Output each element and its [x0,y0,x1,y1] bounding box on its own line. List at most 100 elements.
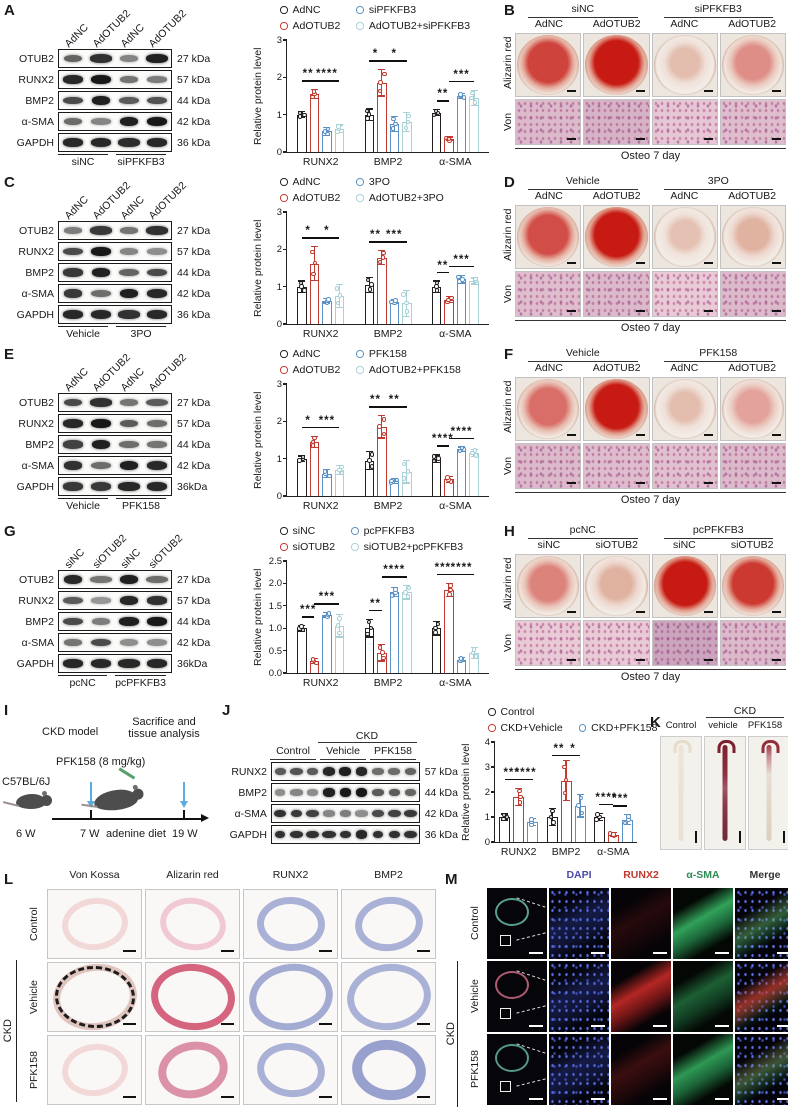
group-header: siPFKFB3 [663,3,773,18]
lane [353,784,369,801]
group-headers: Vehicle 3PO [515,175,786,190]
protein-band [146,398,168,407]
data-point [339,464,344,470]
significance-label: * [570,742,576,755]
culture-dish [721,556,784,616]
significance-label: *** [386,229,403,242]
error-bar-cap [335,284,343,286]
scale-bar [567,262,577,264]
data-point [431,112,437,118]
scale-bar [417,1095,430,1098]
aorta-column-labels: Control vehicle PFK158 [660,720,786,731]
error-bar-cap [378,415,386,417]
protein-band [356,767,368,776]
lane [305,784,321,801]
protein-band [372,809,384,818]
error-bar-cap [433,454,441,456]
lane-label: siOTUB2 [146,532,186,571]
error-bar-cap [403,289,411,291]
histology-headers: Von Kossa Alizarin red RUNX2 BMP2 [28,869,436,886]
error-bar-cap [445,582,453,584]
kda-label: 27 kDa [177,573,211,586]
dashed-line [516,1078,546,1087]
lane [143,436,171,453]
protein-band [119,289,139,298]
error-bar-cap [335,306,343,308]
scale-bar [635,611,645,613]
significance-line [301,616,315,618]
y-tick-label: 1 [276,109,282,121]
error-bar-cap [378,69,386,71]
dashed-line [516,932,546,941]
data-point [401,292,406,297]
chart-plot: 0.0 0.5 1.0 1.5 2.0 2.5 RUNX2 BMP2 α-SMA *** *** **… [269,556,489,689]
x-category-label: α-SMA [439,156,472,168]
protein-band [388,788,400,797]
vonkossa-row [515,269,786,317]
protein-band [147,440,167,449]
significance-label: ** [370,394,381,407]
data-point [448,583,453,588]
lane [143,634,171,651]
histology-image [145,1035,240,1105]
lane [115,571,143,588]
significance-label: **** [431,433,454,446]
ckd-bracket-line [457,961,458,1107]
scale-bar [417,949,430,952]
alizarin-image [515,205,582,269]
protein-band [64,117,82,126]
histology-grid: Von Kossa Alizarin red RUNX2 BMP2 Control Veh… [28,869,436,1106]
protein-band [90,461,112,470]
data-point [595,812,600,817]
protein-label: BMP2 [238,786,267,799]
dapi-image [549,961,609,1032]
data-point [504,814,510,820]
lane [115,634,143,651]
protein-band [405,789,417,796]
band-box [58,570,172,589]
error-bar-cap [458,97,466,99]
protein-band [119,398,139,407]
scale-bar [529,952,543,954]
alizarin-row-label: Alizarin red [502,208,514,262]
y-axis-label: Relative protein level [252,219,264,317]
data-point [576,803,581,808]
ckd-label: CKD [317,730,417,743]
group-labels: Vehicle PFK158 [54,498,170,512]
x-category-label: α-SMA [597,846,630,858]
row-label: Vehicle [469,979,481,1014]
legend-marker-icon [280,543,288,551]
lane [143,478,171,495]
y-tick-mark [283,420,287,422]
sub-header: AdNC [670,190,699,202]
histology-image [341,1034,436,1106]
dish-grid-H: pcNC pcPFKFB3 siNC siOTUB2 siNC siOTUB2 Osteo … [515,524,786,683]
blot-row: α-SMA 42 kDa [2,111,248,132]
lane [353,826,369,843]
data-point [435,621,441,626]
alizarin-image [583,377,650,441]
sub-header: AdOTUB2 [728,362,777,374]
dish-grid-B: siNC siPFKFB3 AdNC AdOTUB2 AdNC AdOTUB2 Osteo … [515,3,786,162]
error-bar-cap [403,459,411,462]
sub-header: siOTUB2 [730,539,774,551]
protein-band [64,638,82,647]
legend-label: pcPFKFB3 [363,525,415,537]
vonkossa-image [515,271,582,317]
chart-plot: 0 1 2 3 RUNX2 BMP2 α-SMA * * ** *** ** *** [277,207,489,340]
adenine-diet-label: adenine diet [106,828,166,840]
lane [59,306,87,323]
sub-header: AdNC [534,18,563,30]
scale-bar [703,138,713,140]
error-bar [393,478,395,484]
significance-line [381,60,407,62]
y-tick-label: 1 [276,281,282,293]
error-bar-cap [365,450,373,452]
protein-band [146,639,168,646]
vonkossa-image [583,443,650,489]
lane [87,634,115,651]
legend-label: CKD+PFK158 [591,722,658,734]
error-bar-cap [403,584,411,587]
scale-bar [567,482,577,484]
protein-band [323,788,335,797]
